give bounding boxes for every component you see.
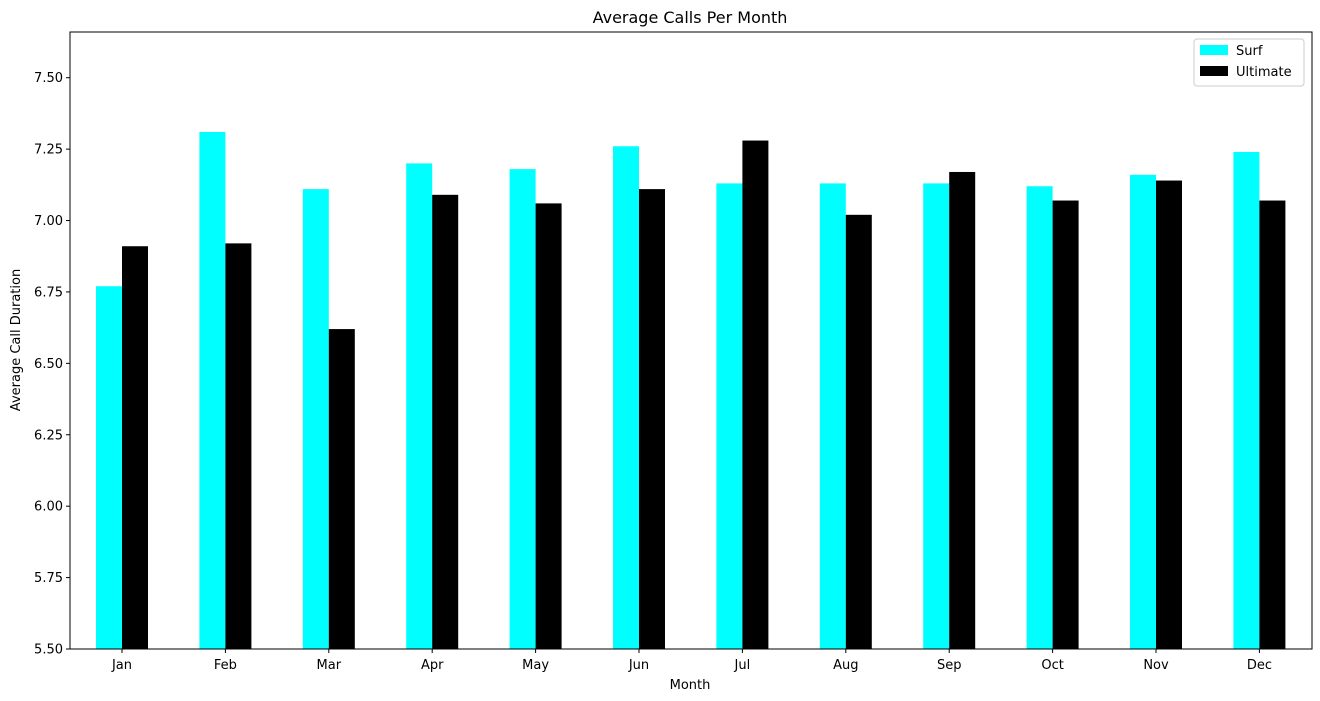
y-tick-label: 7.50 xyxy=(34,71,63,86)
y-tick-label: 6.00 xyxy=(34,500,63,515)
legend-label-ultimate: Ultimate xyxy=(1236,65,1292,80)
y-axis: 5.50 5.75 6.00 6.25 6.50 6.75 7.00 7.25 7.50 xyxy=(34,71,70,658)
x-tick-label: Aug xyxy=(833,658,858,673)
bar-surf-jan xyxy=(96,286,122,649)
bar-ultimate-may xyxy=(535,203,562,649)
y-tick-label: 7.25 xyxy=(34,143,63,158)
bar-ultimate-mar xyxy=(328,329,355,649)
bar-ultimate-sep xyxy=(949,171,976,649)
x-tick-label: Jan xyxy=(111,658,132,673)
chart-title: Average Calls Per Month xyxy=(593,8,788,27)
y-tick-label: 5.50 xyxy=(34,643,63,658)
bar-ultimate-feb xyxy=(225,243,252,649)
x-tick-label: May xyxy=(522,658,549,673)
x-tick-label: Mar xyxy=(317,658,342,673)
y-tick-label: 7.00 xyxy=(34,214,63,229)
legend-swatch-surf xyxy=(1200,45,1228,55)
legend-label-surf: Surf xyxy=(1236,44,1263,59)
y-tick-label: 5.75 xyxy=(34,571,63,586)
bar-ultimate-nov xyxy=(1156,180,1182,649)
legend-swatch-ultimate xyxy=(1200,66,1228,76)
y-tick-label: 6.25 xyxy=(34,428,63,443)
bar-surf-oct xyxy=(1026,186,1053,649)
y-tick-label: 6.50 xyxy=(34,357,63,372)
bar-surf-jun xyxy=(613,146,639,649)
bar-surf-aug xyxy=(819,183,846,649)
bar-surf-mar xyxy=(302,189,329,649)
bar-ultimate-apr xyxy=(432,194,459,649)
plot-frame xyxy=(69,31,1313,650)
bar-surf-jul xyxy=(716,183,743,649)
bar-surf-dec xyxy=(1233,151,1260,649)
x-tick-label: Jun xyxy=(628,658,649,673)
bar-ultimate-dec xyxy=(1259,200,1286,649)
x-tick-label: Sep xyxy=(937,658,962,673)
bar-surf-apr xyxy=(406,163,433,650)
x-tick-label: Jul xyxy=(734,658,751,673)
x-axis-label: Month xyxy=(670,678,711,693)
bar-ultimate-aug xyxy=(845,214,872,649)
bar-ultimate-jun xyxy=(639,189,665,649)
bar-ultimate-oct xyxy=(1052,200,1079,649)
x-tick-label: Apr xyxy=(421,658,444,673)
y-tick-label: 6.75 xyxy=(34,285,63,300)
y-axis-label: Average Call Duration xyxy=(9,269,24,411)
bar-surf-feb xyxy=(199,131,226,649)
x-axis: Jan Feb Mar Apr May Jun Jul Aug Sep Oct Nov Dec xyxy=(111,649,1272,673)
bar-surf-nov xyxy=(1130,174,1156,649)
legend: Surf Ultimate xyxy=(1193,38,1305,87)
x-tick-label: Dec xyxy=(1247,658,1272,673)
bar-surf-may xyxy=(509,169,536,649)
bar-surf-sep xyxy=(923,183,950,649)
bar-ultimate-jan xyxy=(122,246,148,649)
x-tick-label: Oct xyxy=(1041,658,1063,673)
bars-group xyxy=(96,131,1286,650)
x-tick-label: Feb xyxy=(214,658,237,673)
x-tick-label: Nov xyxy=(1143,658,1169,673)
bar-ultimate-jul xyxy=(742,140,769,649)
